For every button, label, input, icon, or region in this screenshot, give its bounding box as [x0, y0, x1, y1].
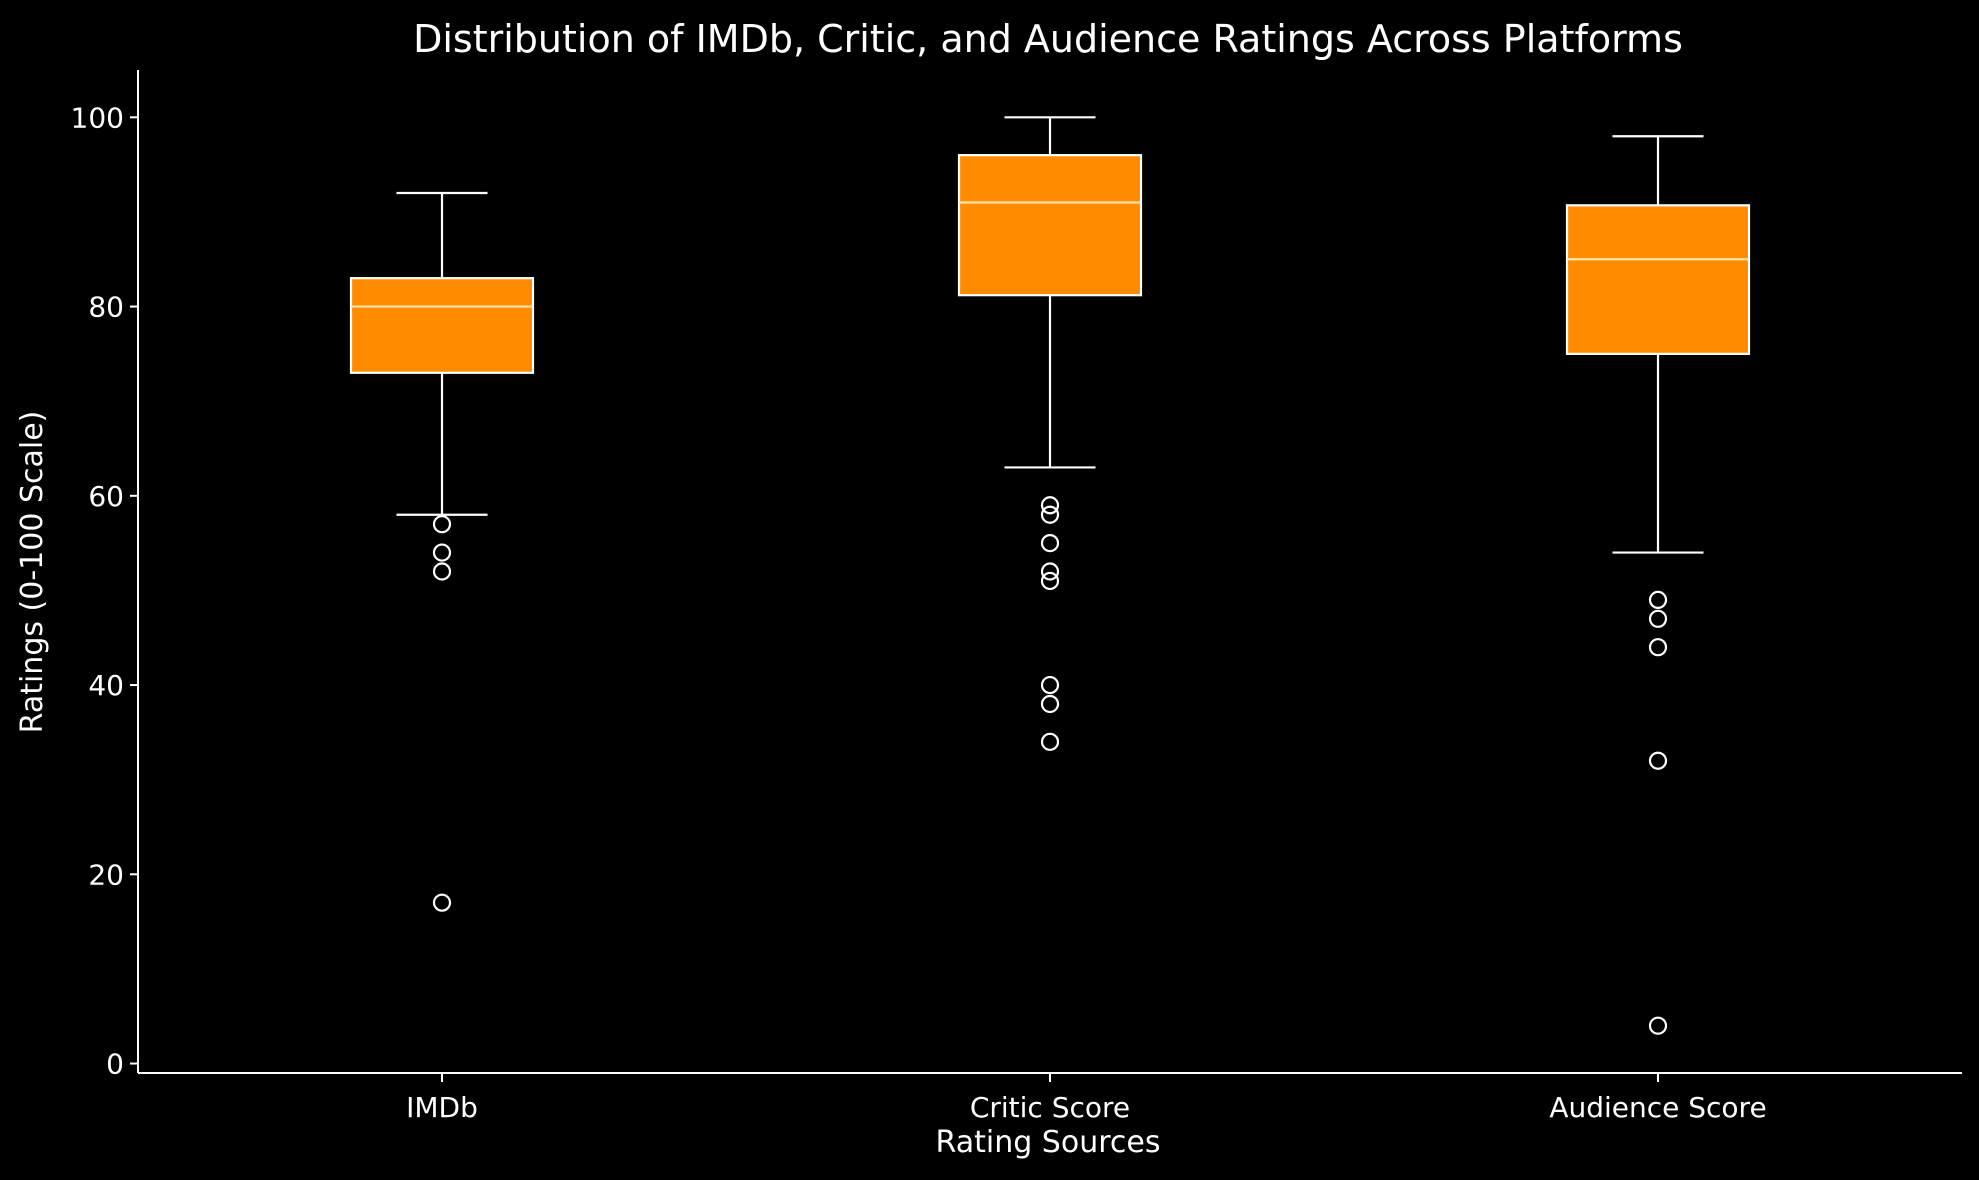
outlier-point: [432, 515, 452, 534]
box-group: [349, 191, 535, 912]
outlier-point: [432, 543, 452, 562]
outlier-point: [432, 893, 452, 912]
x-tick-label: Critic Score: [970, 1091, 1130, 1124]
y-tick-label: 20: [88, 858, 124, 891]
outlier-point: [1040, 571, 1060, 591]
box-group: [1565, 135, 1751, 1035]
iqr-box: [1565, 204, 1751, 355]
x-tick-label: IMDb: [406, 1091, 478, 1124]
outlier-point: [1648, 1016, 1668, 1035]
outlier-point: [432, 562, 452, 581]
chart-title: Distribution of IMDb, Critic, and Audien…: [413, 17, 1683, 61]
iqr-box: [957, 154, 1143, 297]
y-tick-label: 80: [88, 291, 124, 324]
y-tick-label: 100: [71, 101, 124, 134]
outlier-point: [1040, 732, 1060, 751]
x-tick-label: Audience Score: [1549, 1091, 1766, 1124]
iqr-box: [349, 277, 535, 374]
outlier-point: [1648, 590, 1668, 609]
x-axis-ticks: IMDb Critic Score Audience Score: [406, 1073, 1767, 1124]
outlier-point: [1040, 496, 1060, 515]
outlier-point: [1040, 505, 1060, 524]
y-tick-label: 60: [88, 480, 124, 513]
plot-area: [349, 116, 1751, 1035]
outlier-point: [1040, 562, 1060, 581]
outlier-point: [1040, 675, 1060, 695]
outlier-point: [1648, 609, 1668, 628]
box-group: [957, 116, 1143, 751]
y-axis-label: Ratings (0-100 Scale): [15, 411, 50, 734]
outlier-point: [1648, 751, 1668, 770]
x-axis-label: Rating Sources: [936, 1125, 1161, 1160]
outlier-point: [1648, 638, 1668, 657]
y-tick-label: 40: [88, 669, 124, 702]
y-axis-ticks: 0 20 40 60 80 100: [71, 101, 138, 1081]
outlier-point: [1040, 694, 1060, 714]
y-tick-label: 0: [106, 1048, 124, 1081]
outlier-point: [1040, 534, 1060, 553]
